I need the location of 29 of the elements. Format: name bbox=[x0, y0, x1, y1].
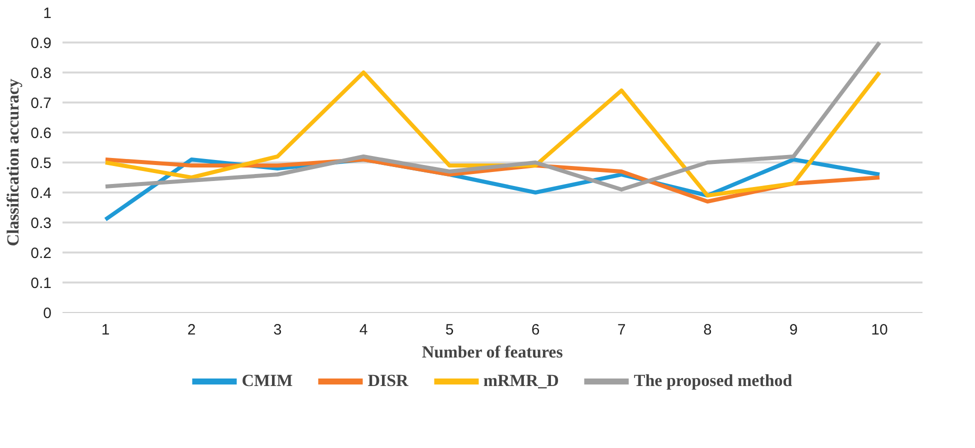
x-tick-label: 9 bbox=[789, 322, 798, 338]
x-tick-label: 6 bbox=[531, 322, 540, 338]
y-axis-title: Classification accuracy bbox=[4, 78, 23, 246]
y-tick-label: 0.4 bbox=[30, 185, 52, 202]
legend-label: CMIM bbox=[242, 371, 293, 391]
x-tick-label: 8 bbox=[703, 322, 712, 338]
legend-label: The proposed method bbox=[634, 371, 792, 391]
x-tick-label: 10 bbox=[871, 322, 888, 338]
x-axis-title: Number of features bbox=[422, 342, 564, 362]
y-tick-label: 0.9 bbox=[30, 35, 52, 52]
x-tick-label: 5 bbox=[445, 322, 454, 338]
y-tick-label: 0.3 bbox=[30, 215, 52, 232]
x-tick-label: 7 bbox=[617, 322, 626, 338]
y-tick-label: 0.7 bbox=[30, 95, 52, 112]
y-tick-label: 0.1 bbox=[30, 275, 52, 292]
line-series bbox=[104, 70, 882, 198]
line-series bbox=[104, 40, 882, 192]
legend-label: DISR bbox=[368, 371, 408, 391]
y-tick-label: 0 bbox=[43, 305, 52, 322]
y-tick-label: 1 bbox=[43, 5, 52, 22]
y-tick-label: 0.5 bbox=[30, 155, 52, 172]
x-tick-label: 4 bbox=[359, 322, 368, 338]
x-tick-label: 2 bbox=[187, 322, 196, 338]
y-tick-label: 0.2 bbox=[30, 245, 52, 262]
x-tick-label: 1 bbox=[101, 322, 110, 338]
y-tick-label: 0.6 bbox=[30, 125, 52, 142]
y-tick-label: 0.8 bbox=[30, 65, 52, 82]
legend-label: mRMR_D bbox=[483, 371, 559, 391]
x-tick-label: 3 bbox=[273, 322, 282, 338]
